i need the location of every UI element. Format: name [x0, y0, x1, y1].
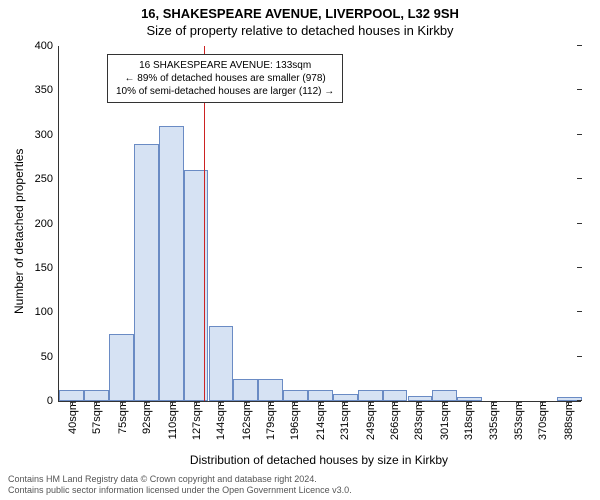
footer-line2: Contains public sector information licen… [8, 485, 352, 496]
y-axis-label: Number of detached properties [12, 148, 26, 313]
histogram-bar [134, 144, 159, 401]
x-tick-mark [493, 401, 494, 406]
y-tick-mark [577, 223, 582, 224]
x-tick-mark [196, 401, 197, 406]
x-tick-mark [518, 401, 519, 406]
y-tick-mark [577, 356, 582, 357]
histogram-bar [59, 390, 84, 401]
y-tick-label: 150 [35, 262, 59, 274]
y-tick-label: 300 [35, 129, 59, 141]
footer-line1: Contains HM Land Registry data © Crown c… [8, 474, 352, 485]
x-tick-label: 144sqm [213, 401, 227, 440]
x-tick-mark [444, 401, 445, 406]
chart-container: 16, SHAKESPEARE AVENUE, LIVERPOOL, L32 9… [0, 0, 600, 500]
x-tick-label: 266sqm [387, 401, 401, 440]
annotation-line: 10% of semi-detached houses are larger (… [116, 85, 334, 98]
annotation-line: 16 SHAKESPEARE AVENUE: 133sqm [116, 59, 334, 72]
x-tick-label: 179sqm [263, 401, 277, 440]
histogram-bar [258, 379, 283, 401]
y-tick-mark [577, 89, 582, 90]
x-tick-mark [394, 401, 395, 406]
y-tick-mark [577, 400, 582, 401]
x-axis-label: Distribution of detached houses by size … [58, 453, 580, 467]
x-tick-mark [172, 401, 173, 406]
x-tick-label: 283sqm [411, 401, 425, 440]
footer-attribution: Contains HM Land Registry data © Crown c… [8, 474, 352, 496]
y-tick-label: 400 [35, 40, 59, 52]
x-tick-label: 249sqm [363, 401, 377, 440]
x-tick-label: 353sqm [511, 401, 525, 440]
y-tick-label: 0 [47, 395, 59, 407]
y-tick-mark [577, 134, 582, 135]
histogram-bar [109, 334, 134, 401]
x-tick-mark [122, 401, 123, 406]
y-tick-mark [577, 178, 582, 179]
histogram-bar [333, 394, 358, 401]
y-tick-label: 200 [35, 218, 59, 230]
x-tick-mark [96, 401, 97, 406]
y-tick-label: 250 [35, 173, 59, 185]
annotation-box: 16 SHAKESPEARE AVENUE: 133sqm← 89% of de… [107, 54, 343, 103]
x-tick-mark [246, 401, 247, 406]
annotation-line: ← 89% of detached houses are smaller (97… [116, 72, 334, 85]
histogram-bar [209, 326, 234, 401]
x-tick-label: 196sqm [287, 401, 301, 440]
chart-title-desc: Size of property relative to detached ho… [0, 21, 600, 38]
histogram-bar [308, 390, 333, 401]
x-tick-mark [146, 401, 147, 406]
y-tick-label: 100 [35, 306, 59, 318]
histogram-bar [383, 390, 408, 401]
plot-area: 05010015020025030035040040sqm57sqm75sqm9… [58, 46, 581, 402]
y-tick-label: 50 [41, 351, 59, 363]
x-tick-label: 301sqm [437, 401, 451, 440]
x-tick-label: 162sqm [239, 401, 253, 440]
histogram-bar [358, 390, 383, 401]
x-tick-mark [542, 401, 543, 406]
x-tick-label: 318sqm [461, 401, 475, 440]
x-tick-label: 231sqm [337, 401, 351, 440]
x-tick-mark [468, 401, 469, 406]
x-tick-label: 214sqm [313, 401, 327, 440]
histogram-bar [432, 390, 457, 401]
x-tick-label: 388sqm [561, 401, 575, 440]
x-tick-label: 127sqm [189, 401, 203, 440]
x-tick-mark [294, 401, 295, 406]
y-tick-label: 350 [35, 84, 59, 96]
x-tick-label: 370sqm [535, 401, 549, 440]
x-tick-mark [220, 401, 221, 406]
x-tick-mark [568, 401, 569, 406]
chart-title-address: 16, SHAKESPEARE AVENUE, LIVERPOOL, L32 9… [0, 0, 600, 21]
x-tick-mark [344, 401, 345, 406]
y-tick-mark [577, 311, 582, 312]
histogram-bar [159, 126, 184, 401]
x-tick-mark [370, 401, 371, 406]
y-tick-mark [577, 45, 582, 46]
x-tick-mark [418, 401, 419, 406]
y-tick-mark [577, 267, 582, 268]
x-tick-mark [270, 401, 271, 406]
x-tick-mark [72, 401, 73, 406]
x-tick-label: 335sqm [486, 401, 500, 440]
x-tick-mark [320, 401, 321, 406]
histogram-bar [84, 390, 109, 401]
histogram-bar [233, 379, 258, 401]
x-tick-label: 110sqm [165, 401, 179, 439]
histogram-bar [283, 390, 308, 401]
